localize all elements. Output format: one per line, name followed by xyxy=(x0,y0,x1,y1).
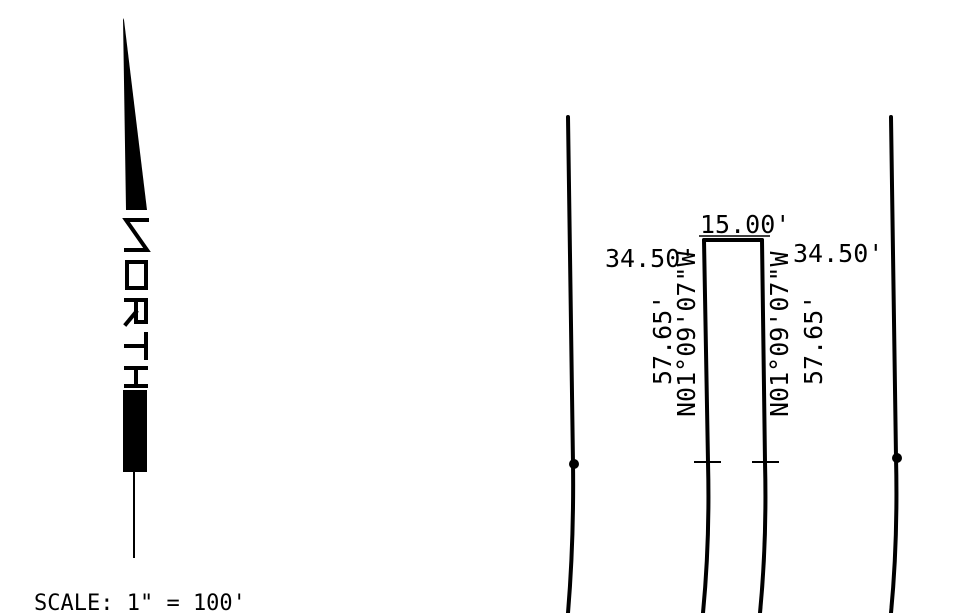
strip-left-side xyxy=(701,238,711,613)
right-boundary-line xyxy=(889,115,899,613)
left-boundary-point xyxy=(569,459,579,469)
top-width-label: 15.00' xyxy=(700,210,790,239)
right-side-length-label: 57.65' xyxy=(799,295,828,385)
north-arrow xyxy=(122,18,151,558)
north-arrow-lower-blade xyxy=(123,390,147,472)
left-side-bearing-label: N01°09'07"W xyxy=(672,250,701,417)
north-arrow-upper-blade xyxy=(123,18,147,210)
right-boundary-point xyxy=(892,453,902,463)
right-side-bearing-label: N01°09'07"W xyxy=(765,250,794,417)
right-offset-label: 34.50' xyxy=(793,239,883,268)
boundary-lines xyxy=(566,115,899,613)
left-offset-label: 34.50' xyxy=(605,244,695,273)
scale-label: SCALE: 1" = 100' xyxy=(34,591,246,613)
left-boundary-line xyxy=(566,115,576,613)
left-side-length-label: 57.65' xyxy=(648,295,677,385)
north-arrow-lettering xyxy=(122,218,151,388)
strip-right-side xyxy=(758,238,768,613)
